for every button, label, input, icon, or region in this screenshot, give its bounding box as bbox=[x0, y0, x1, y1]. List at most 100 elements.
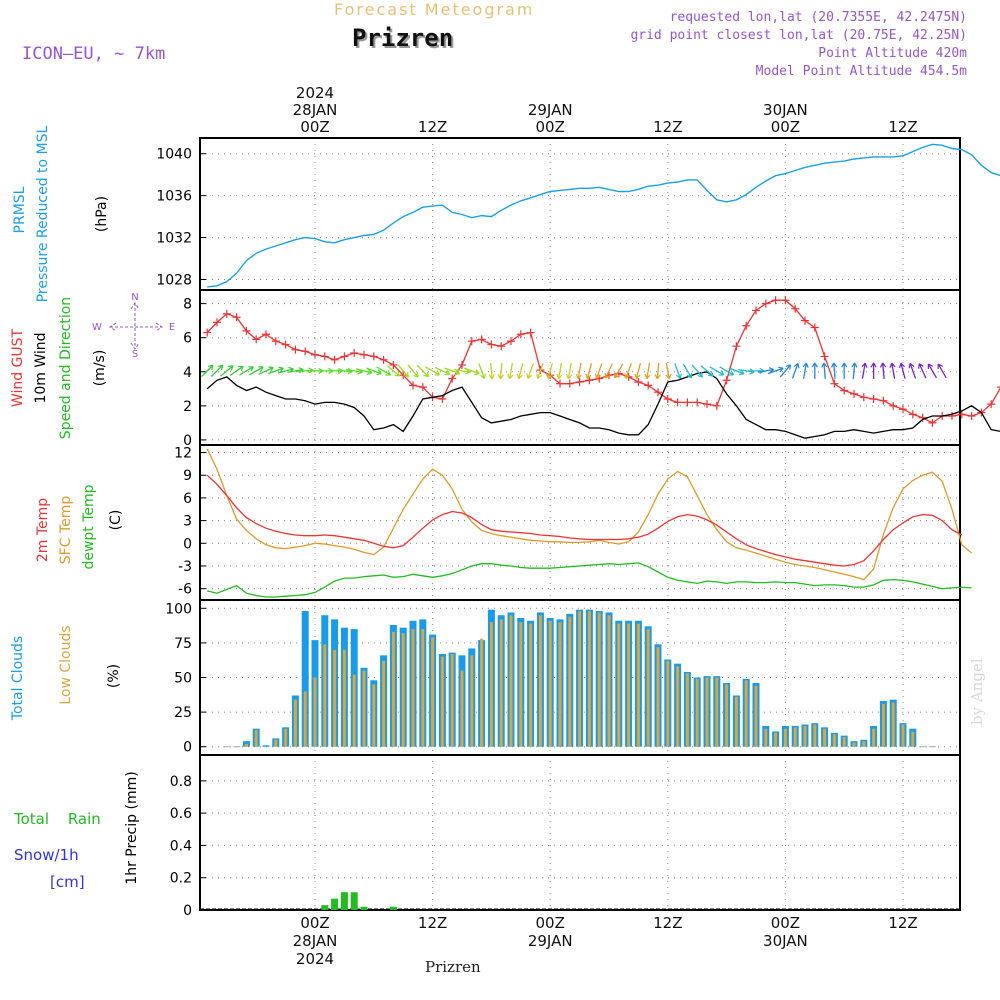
temp-ytick-label: -6 bbox=[178, 582, 192, 598]
wind-direction-arrow bbox=[882, 362, 885, 379]
wind-direction-arrow bbox=[900, 363, 906, 379]
wind-direction-arrowhead bbox=[686, 372, 693, 379]
wind-direction-arrow bbox=[767, 367, 784, 375]
wind-direction-arrowhead bbox=[778, 366, 784, 373]
wind-direction-arrowhead bbox=[879, 362, 887, 368]
low-cloud-bar bbox=[548, 620, 552, 747]
low-cloud-bar bbox=[774, 732, 778, 747]
wind-direction-arrow bbox=[833, 362, 836, 379]
label-total: Total bbox=[14, 810, 50, 828]
low-cloud-bar bbox=[391, 631, 395, 747]
wind-direction-arrowhead bbox=[413, 372, 419, 378]
low-cloud-bar bbox=[607, 615, 611, 747]
gust-marker bbox=[654, 388, 662, 397]
wind-direction-arrowhead bbox=[802, 362, 809, 368]
gust-marker bbox=[575, 377, 584, 386]
clouds-ytick-label: 50 bbox=[174, 671, 192, 687]
grid-point: grid point closest lon,lat (20.75E, 42.2… bbox=[630, 28, 967, 43]
wind-direction-arrowhead bbox=[403, 372, 409, 378]
wind-direction-arrow bbox=[700, 365, 714, 377]
gust-marker bbox=[330, 355, 339, 364]
gust-marker bbox=[497, 342, 506, 351]
temp-unit-label: (C) bbox=[108, 510, 124, 531]
bottom-time-label: 28JAN bbox=[293, 932, 338, 950]
pressure-ytick-label: 1036 bbox=[156, 189, 192, 205]
precip-panel: 0 0.2 0.4 0.6 0.8 bbox=[170, 754, 961, 919]
gust-marker bbox=[987, 400, 996, 409]
low-cloud-bar bbox=[734, 696, 738, 747]
prmsl-unit-label: (hPa) bbox=[94, 196, 110, 232]
low-cloud-bar bbox=[636, 623, 640, 747]
low-cloud-bar bbox=[372, 684, 376, 747]
gust-marker bbox=[448, 374, 457, 383]
gust-marker bbox=[967, 412, 976, 421]
wind-direction-arrow bbox=[691, 364, 703, 378]
gust-label: Wind GUST bbox=[10, 328, 26, 407]
gust-marker bbox=[879, 396, 888, 405]
low-cloud-bar bbox=[499, 619, 503, 747]
low-cloud-bar bbox=[823, 728, 827, 747]
clouds-ytick-label: 100 bbox=[165, 601, 192, 617]
low-cloud-bar bbox=[803, 725, 807, 747]
wind-direction-arrow bbox=[356, 368, 372, 374]
wind-direction-arrow bbox=[229, 365, 244, 377]
wind-label: 10m Wind bbox=[33, 332, 49, 403]
top-time-label: 12Z bbox=[653, 118, 682, 136]
bottom-time-label: 30JAN bbox=[763, 932, 808, 950]
gust-marker bbox=[850, 389, 858, 398]
low-cloud-bar bbox=[342, 649, 346, 747]
top-time-label: 00Z bbox=[536, 118, 565, 136]
wind-direction-arrowhead bbox=[793, 362, 800, 369]
gust-marker bbox=[644, 381, 653, 390]
wind-direction-arrow bbox=[802, 362, 808, 379]
precip-ytick-label: 0.6 bbox=[170, 806, 192, 822]
bottom-time-label: 12Z bbox=[888, 914, 917, 932]
wind-direction-arrowhead bbox=[546, 373, 553, 380]
low-cloud-bar bbox=[705, 677, 709, 747]
low-cloud-bar bbox=[832, 734, 836, 747]
low-cloud-bar bbox=[352, 674, 356, 747]
wind-direction-arrow bbox=[823, 362, 826, 379]
clouds-ytick-label: 0 bbox=[183, 740, 192, 756]
total-cloud-bar bbox=[262, 745, 270, 747]
wind-direction-arrowhead bbox=[918, 363, 924, 369]
low-cloud-bar bbox=[421, 629, 425, 747]
low-cloud-bar bbox=[695, 678, 699, 747]
gust-marker bbox=[252, 335, 261, 344]
gust-marker bbox=[742, 321, 751, 330]
low-cloud-bar bbox=[284, 728, 288, 747]
precip-ytick-label: 0 bbox=[183, 903, 192, 919]
wind-direction-arrow bbox=[210, 364, 224, 378]
watermark: by Angel bbox=[968, 658, 986, 725]
gust-marker bbox=[242, 326, 251, 335]
top-time-label: 00Z bbox=[771, 118, 800, 136]
pressure-panel: 1028 1032 1036 1040 bbox=[156, 137, 961, 291]
gust-marker bbox=[840, 386, 849, 395]
wind-direction-arrow bbox=[220, 365, 234, 377]
wind-direction-arrow bbox=[346, 368, 363, 373]
gust-marker bbox=[830, 379, 839, 388]
wind-ytick-label: 2 bbox=[183, 399, 192, 415]
wind-direction-arrow bbox=[709, 366, 725, 376]
gust-marker bbox=[477, 335, 486, 344]
top-time-label: 30JAN bbox=[763, 101, 808, 119]
wind-direction-arrow bbox=[499, 362, 503, 379]
precip-bar bbox=[360, 906, 368, 910]
low-cloud-bar bbox=[666, 660, 670, 747]
pressure-ytick-label: 1040 bbox=[156, 147, 192, 163]
low-cloud-bar bbox=[891, 702, 895, 747]
wind-direction-arrow bbox=[287, 368, 304, 373]
wind-direction-arrowhead bbox=[634, 373, 641, 380]
wind-ytick-label: 0 bbox=[183, 433, 192, 449]
wind-direction-arrowhead bbox=[575, 373, 582, 380]
temp-ytick-label: 6 bbox=[183, 491, 192, 507]
low-cloud-bar bbox=[852, 742, 856, 747]
gust-marker bbox=[467, 337, 476, 346]
wind-direction-arrowhead bbox=[889, 362, 896, 368]
wind-direction-arrow bbox=[490, 362, 493, 379]
wind-direction-arrow bbox=[277, 368, 294, 374]
low-cloud-bar bbox=[793, 727, 797, 747]
gust-marker bbox=[556, 379, 564, 388]
top-time-label: 28JAN bbox=[293, 101, 338, 119]
wind-direction-arrow bbox=[791, 363, 799, 379]
